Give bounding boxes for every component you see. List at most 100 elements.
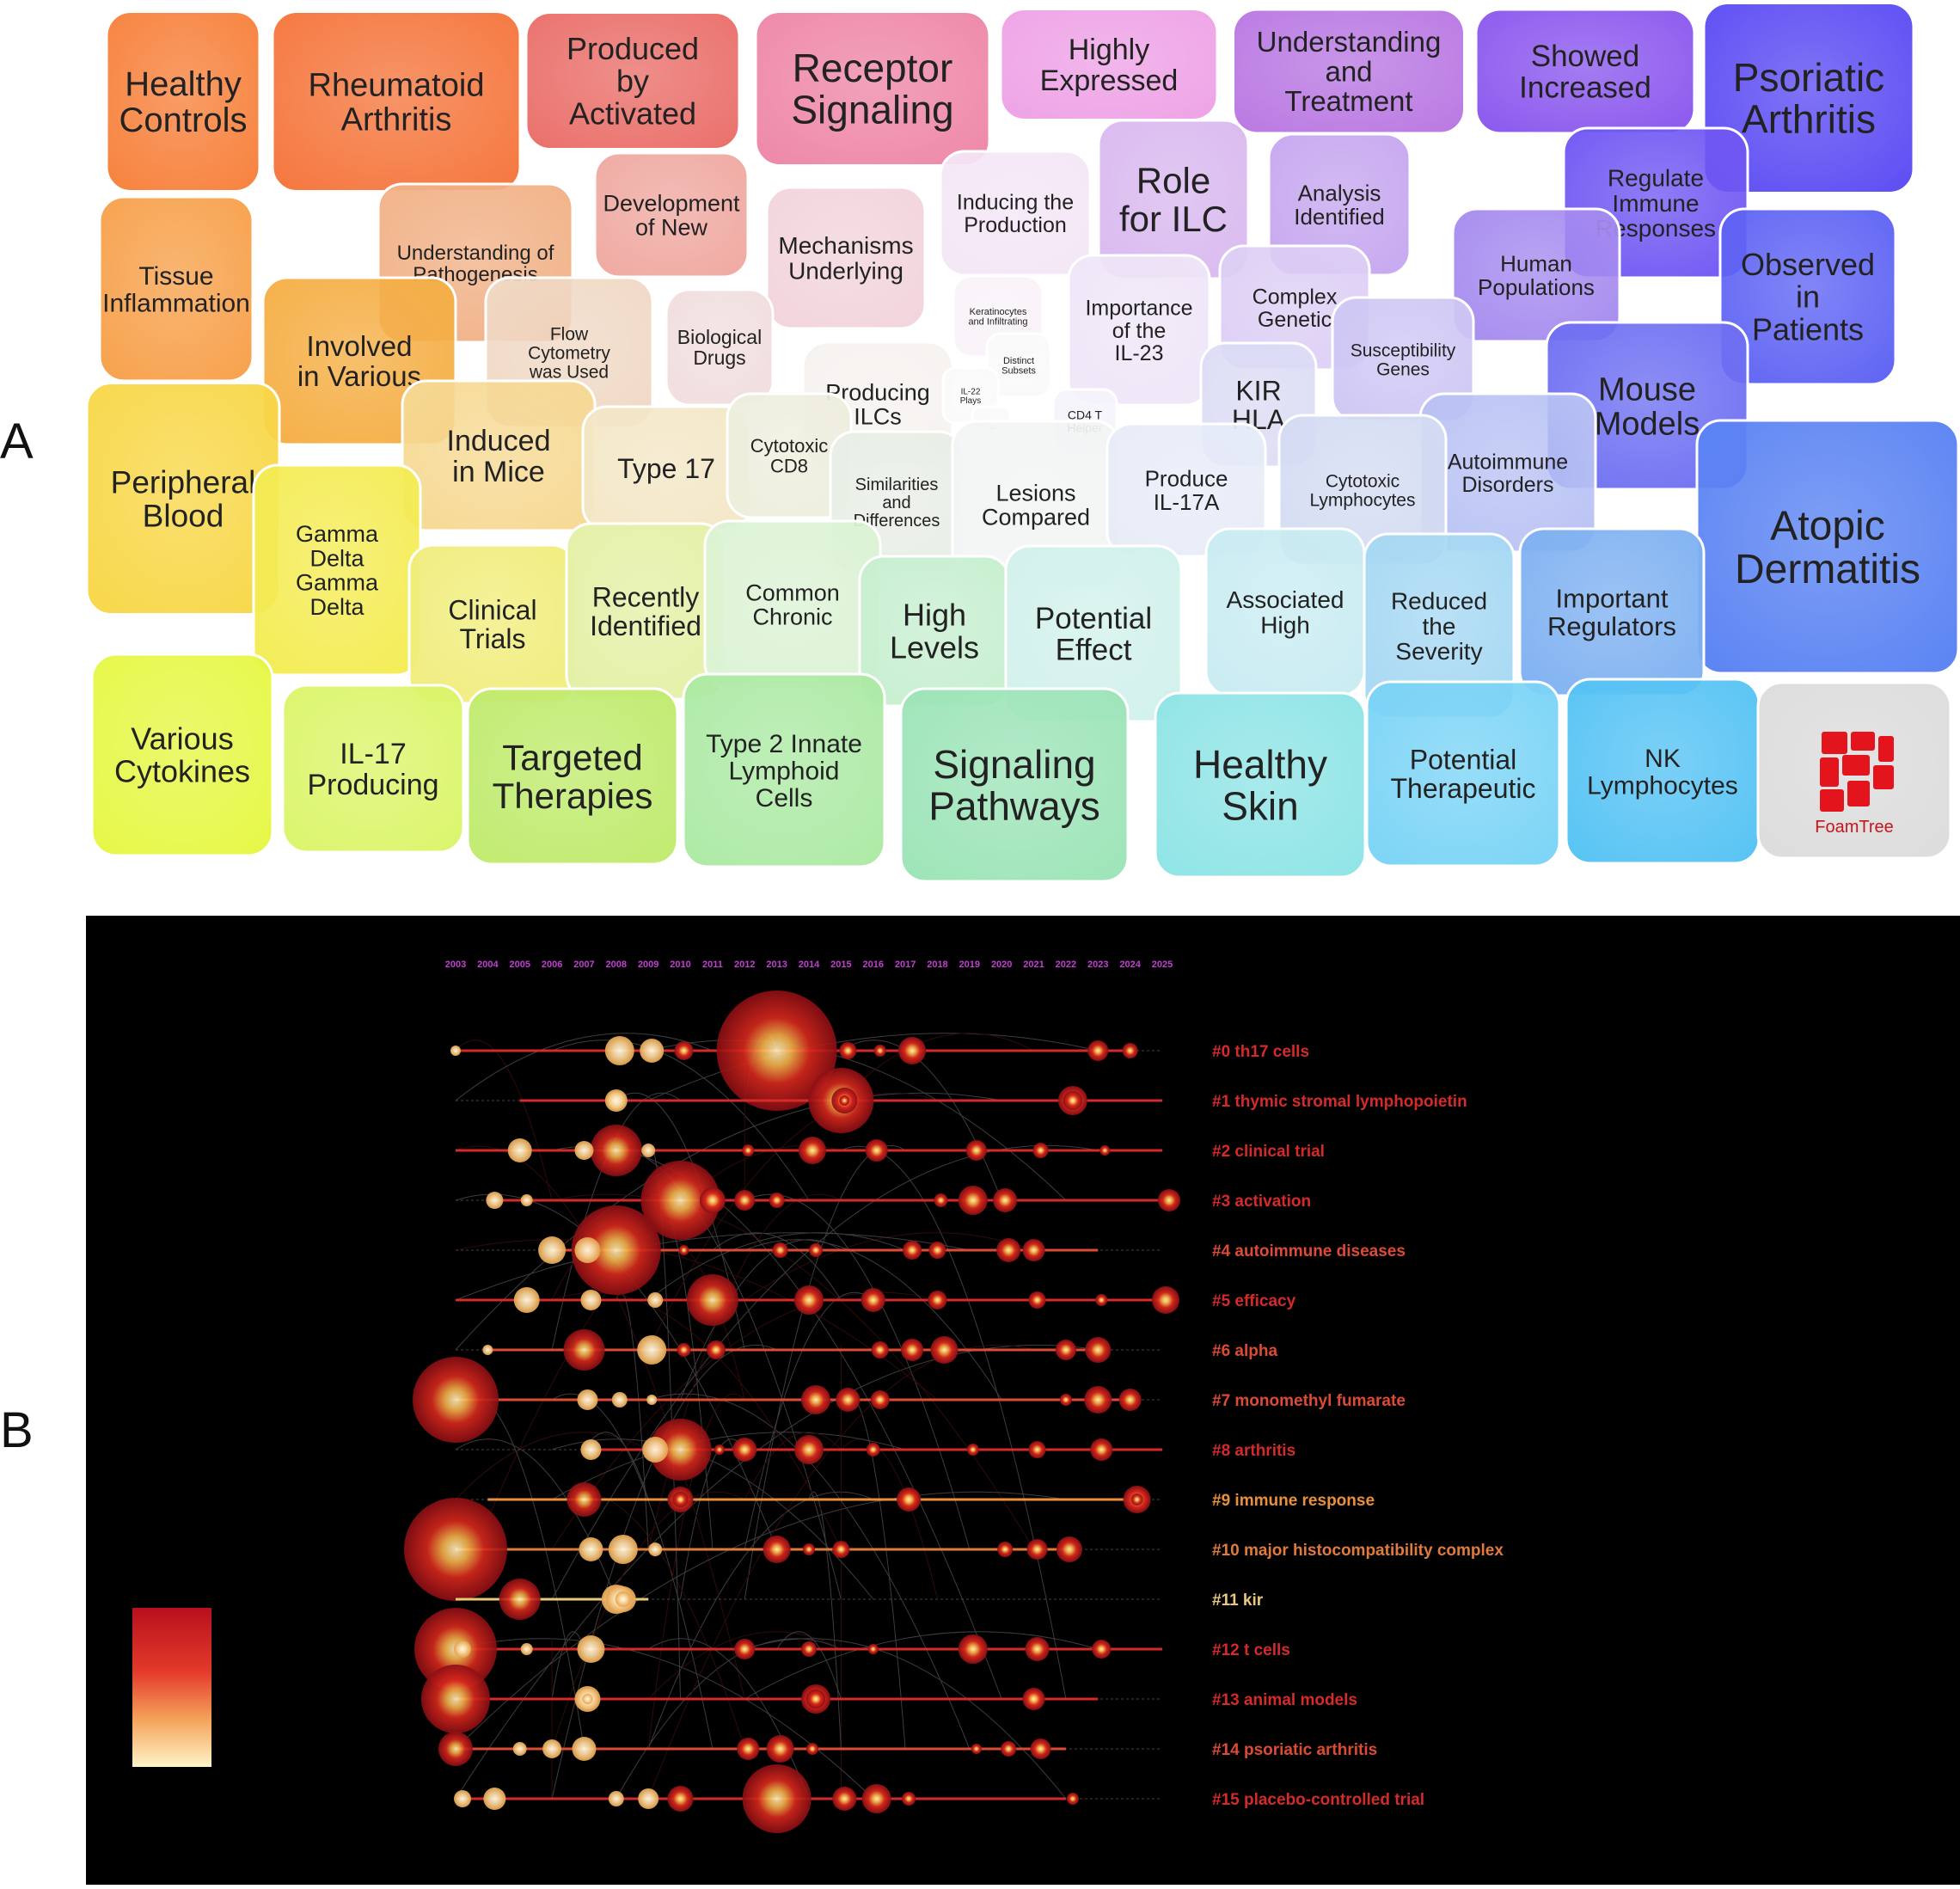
citation-node: [642, 1437, 669, 1463]
cluster-nodes-10: [404, 1498, 1082, 1601]
cluster-label-1-thymic-stromal-lymphopoietin: #1 thymic stromal lymphopoietin: [1212, 1093, 1467, 1111]
citation-node: [958, 1634, 988, 1664]
cluster-nodes-13: [421, 1665, 1045, 1733]
citation-node: [903, 1241, 922, 1260]
foam-cell-text: Plays: [960, 396, 981, 406]
citation-node: [571, 1205, 661, 1295]
cluster-nodes-0: [450, 990, 1138, 1111]
foam-cell-text: Levels: [890, 630, 979, 665]
cluster-nodes-5: [513, 1274, 1179, 1326]
foam-cell-text: Lymphocytes: [1310, 490, 1416, 510]
citation-node: [769, 1193, 785, 1208]
citation-node: [611, 1392, 628, 1408]
citation-node: [574, 1237, 601, 1263]
citation-node: [763, 1536, 791, 1563]
foamtree-logo-text: FoamTree: [1815, 818, 1894, 837]
citation-node: [839, 1095, 850, 1106]
citation-node: [737, 1738, 760, 1760]
citation-node: [1090, 1438, 1113, 1461]
foam-cell-text: Healthy: [1193, 742, 1327, 787]
foam-cell-text: Production: [964, 213, 1067, 237]
year-label: 2012: [734, 960, 755, 970]
foam-cell-type-17[interactable]: Type 17: [581, 405, 751, 532]
foam-cell-text: Rheumatoid: [309, 67, 485, 103]
year-color-legend: [132, 1608, 211, 1767]
foam-cell-text: IL-17A: [1154, 489, 1220, 515]
cluster-label-10-major-histocompatibility-complex: #10 major histocompatibility complex: [1212, 1542, 1504, 1560]
foam-cell-text: CD8: [770, 455, 808, 476]
cluster-label-7-monomethyl-fumarate: #7 monomethyl fumarate: [1212, 1392, 1406, 1410]
citation-node: [1066, 1793, 1079, 1805]
year-label: 2014: [799, 960, 820, 970]
citation-node: [742, 1144, 755, 1156]
citation-node: [1087, 1040, 1109, 1061]
citation-node: [958, 1186, 988, 1215]
citation-node: [604, 1036, 634, 1065]
foam-cell-text: Healthy: [125, 65, 242, 103]
citation-node: [867, 1644, 879, 1654]
citation-node: [563, 1329, 605, 1371]
foam-cell-text: Signaling: [791, 87, 953, 132]
citation-node: [928, 1291, 947, 1309]
cluster-nodes-8: [580, 1419, 1113, 1481]
citation-node: [1099, 1145, 1111, 1156]
citation-node: [1055, 1340, 1076, 1360]
citation-node: [706, 1340, 726, 1359]
foam-cell-text: Therapies: [493, 776, 653, 816]
foam-cell-text: and: [882, 494, 910, 512]
foam-cell-text: Importance: [1085, 297, 1192, 321]
foam-cell-text: Blood: [143, 498, 224, 533]
cluster-label-13-animal-models: #13 animal models: [1212, 1691, 1357, 1709]
foam-cell-text: Gamma: [296, 521, 379, 547]
foam-cell-text: Effect: [1056, 634, 1132, 667]
citation-node: [801, 1385, 830, 1414]
foam-cell-text: Cytotoxic: [1326, 471, 1400, 491]
citation-node: [934, 1193, 948, 1207]
foam-cell-text: Activated: [569, 95, 696, 131]
citation-node: [674, 1041, 694, 1060]
cluster-label-15-placebo-controlled-trial: #15 placebo-controlled trial: [1212, 1791, 1424, 1809]
foam-cell-text: Genes: [1376, 359, 1430, 379]
